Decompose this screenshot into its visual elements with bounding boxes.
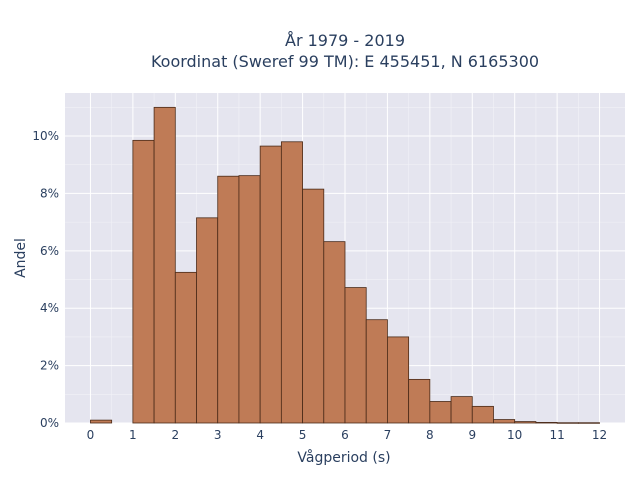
x-axis-label: Vågperiod (s): [297, 449, 390, 466]
histogram-bar: [196, 217, 219, 424]
histogram-bar: [153, 106, 176, 424]
x-tick-label: 10: [507, 428, 522, 442]
histogram-bar: [471, 405, 494, 424]
x-tick-label: 1: [129, 428, 137, 442]
histogram-bar: [344, 287, 367, 424]
y-axis-label: Andel: [13, 238, 29, 278]
histogram-bar: [450, 396, 473, 424]
y-tick-label: 2%: [40, 359, 59, 373]
x-axis-ticks: 0 1 2 3 4 5 6 7 8 9 10 11 12: [87, 428, 608, 442]
x-tick-label: 9: [468, 428, 476, 442]
bars-layer: [90, 106, 600, 424]
x-tick-label: 2: [171, 428, 179, 442]
histogram-bar: [493, 419, 516, 424]
x-tick-label: 7: [384, 428, 392, 442]
histogram-bar: [556, 422, 579, 424]
histogram-bar: [577, 422, 600, 424]
x-tick-label: 8: [426, 428, 434, 442]
histogram-bar: [132, 139, 155, 424]
histogram-bar: [387, 336, 410, 424]
histogram-bar: [90, 419, 113, 424]
histogram-bar: [323, 241, 346, 424]
y-tick-label: 10%: [32, 129, 59, 143]
histogram-bar: [280, 141, 303, 424]
histogram-bar: [514, 421, 537, 424]
histogram-bar: [174, 271, 197, 424]
x-tick-label: 4: [256, 428, 264, 442]
histogram-bar: [259, 145, 282, 424]
y-tick-label: 8%: [40, 186, 59, 200]
y-tick-label: 6%: [40, 244, 59, 258]
y-tick-label: 4%: [40, 301, 59, 315]
x-tick-label: 3: [214, 428, 222, 442]
histogram-bar: [302, 188, 325, 424]
histogram-bar: [408, 378, 431, 424]
histogram-bar: [365, 319, 388, 424]
histogram-bar: [535, 422, 558, 424]
x-tick-label: 0: [87, 428, 95, 442]
histogram-bar: [217, 175, 240, 424]
x-tick-label: 12: [592, 428, 607, 442]
chart-title-line2: Koordinat (Sweref 99 TM): E 455451, N 61…: [151, 52, 539, 71]
y-tick-label: 0%: [40, 416, 59, 430]
histogram-bar: [429, 401, 452, 424]
y-axis-ticks: 0% 2% 4% 6% 8% 10%: [32, 129, 59, 430]
x-tick-label: 11: [549, 428, 564, 442]
x-tick-label: 6: [341, 428, 349, 442]
histogram-bar: [238, 175, 261, 424]
x-tick-label: 5: [299, 428, 307, 442]
chart-title-line1: År 1979 - 2019: [285, 31, 405, 50]
